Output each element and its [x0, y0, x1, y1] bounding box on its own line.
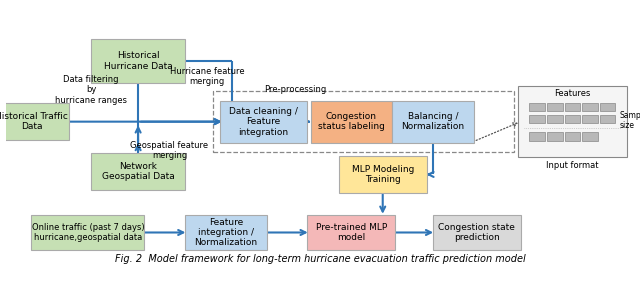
- Text: Historical Traffic
Data: Historical Traffic Data: [0, 112, 68, 131]
- FancyBboxPatch shape: [91, 39, 185, 84]
- Text: Sample
size: Sample size: [620, 111, 640, 130]
- FancyBboxPatch shape: [339, 156, 427, 193]
- Bar: [582, 132, 598, 141]
- Text: Balancing /
Normalization: Balancing / Normalization: [401, 112, 465, 131]
- FancyBboxPatch shape: [31, 215, 145, 250]
- Bar: [600, 103, 616, 111]
- FancyBboxPatch shape: [91, 153, 185, 190]
- Text: Hurricane feature
merging: Hurricane feature merging: [170, 67, 244, 86]
- FancyBboxPatch shape: [185, 215, 267, 250]
- Text: Geospatial feature
merging: Geospatial feature merging: [131, 141, 209, 160]
- FancyBboxPatch shape: [433, 215, 521, 250]
- Text: Fig. 2  Model framework for long-term hurricane evacuation traffic prediction mo: Fig. 2 Model framework for long-term hur…: [115, 254, 525, 264]
- Text: Data cleaning /
Feature
integration: Data cleaning / Feature integration: [229, 107, 298, 137]
- FancyBboxPatch shape: [220, 101, 307, 143]
- Bar: [564, 115, 580, 123]
- Bar: [529, 115, 545, 123]
- Text: Input format: Input format: [546, 161, 598, 170]
- Text: Pre-processing: Pre-processing: [264, 85, 326, 94]
- FancyBboxPatch shape: [0, 103, 69, 140]
- Bar: [582, 115, 598, 123]
- Bar: [564, 132, 580, 141]
- Text: Congestion
status labeling: Congestion status labeling: [318, 112, 385, 131]
- Text: Network
Geospatial Data: Network Geospatial Data: [102, 162, 175, 182]
- Bar: [529, 132, 545, 141]
- Bar: [600, 115, 616, 123]
- Bar: [547, 103, 563, 111]
- FancyBboxPatch shape: [310, 101, 392, 143]
- Bar: [547, 132, 563, 141]
- Bar: [529, 103, 545, 111]
- Text: Congestion state
prediction: Congestion state prediction: [438, 223, 515, 242]
- Text: MLP Modeling
Training: MLP Modeling Training: [351, 165, 414, 184]
- Text: Feature
integration /
Normalization: Feature integration / Normalization: [195, 218, 257, 247]
- FancyBboxPatch shape: [518, 86, 627, 157]
- Bar: [582, 103, 598, 111]
- FancyBboxPatch shape: [307, 215, 396, 250]
- FancyBboxPatch shape: [392, 101, 474, 143]
- Bar: [547, 115, 563, 123]
- Text: Online traffic (past 7 days)
hurricane,geospatial data: Online traffic (past 7 days) hurricane,g…: [31, 223, 144, 242]
- Text: Data filtering
by
hurricane ranges: Data filtering by hurricane ranges: [55, 75, 127, 105]
- Text: Historical
Hurricane Data: Historical Hurricane Data: [104, 51, 173, 71]
- Text: Features: Features: [554, 89, 590, 98]
- Text: Pre-trained MLP
model: Pre-trained MLP model: [316, 223, 387, 242]
- Bar: [564, 103, 580, 111]
